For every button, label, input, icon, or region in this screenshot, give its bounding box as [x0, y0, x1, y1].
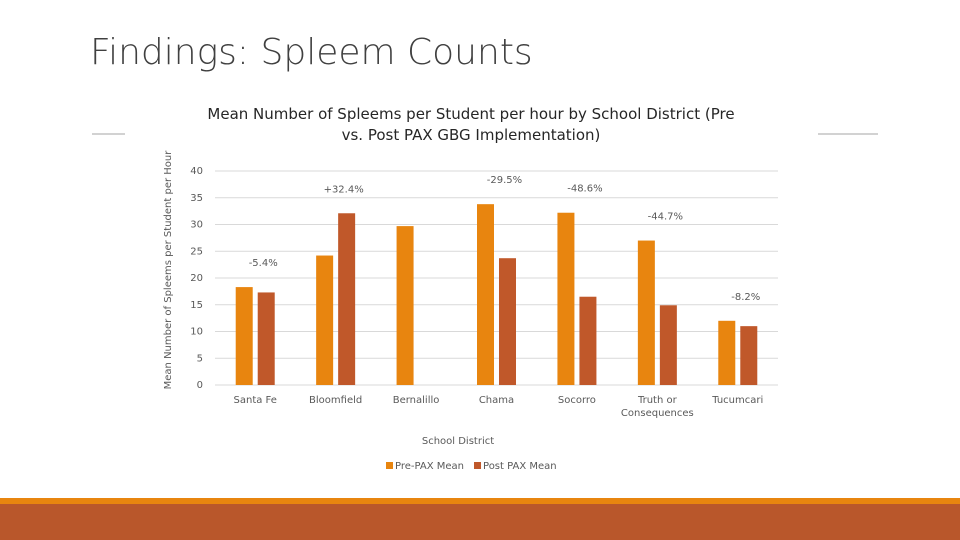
bar — [477, 204, 494, 385]
bar — [338, 213, 356, 385]
legend-swatch — [386, 462, 393, 469]
x-tick-label: Chama — [478, 395, 515, 406]
annotation: -44.7% — [648, 212, 683, 223]
y-tick-label: 25 — [190, 246, 203, 257]
bar — [637, 240, 655, 385]
bar — [235, 287, 253, 385]
y-tick-label: 20 — [190, 273, 203, 284]
bar — [659, 305, 677, 385]
y-axis-title: Mean Number of Spleems per Student per H… — [163, 150, 174, 390]
y-tick-label: 15 — [190, 300, 203, 311]
bar — [499, 258, 516, 385]
bar — [557, 212, 575, 385]
x-axis-title: School District — [422, 436, 494, 447]
legend-label: Post PAX Mean — [483, 461, 557, 472]
y-tick-label: 10 — [190, 327, 203, 338]
bar — [740, 326, 758, 385]
annotation: -29.5% — [487, 175, 522, 186]
slide-title: Findings: Spleem Counts — [90, 32, 533, 73]
x-tick-label: Socorro — [557, 395, 596, 406]
legend-swatch — [474, 462, 482, 469]
y-tick-label: 30 — [190, 220, 203, 231]
x-tick-label: Bernalillo — [392, 395, 440, 406]
chart-title: Mean Number of Spleems per Student per h… — [207, 105, 735, 144]
bar — [257, 292, 275, 385]
y-tick-label: 0 — [197, 380, 203, 391]
bar — [316, 255, 334, 385]
x-tick-label: Bloomfield — [309, 395, 363, 406]
footer-stripe — [0, 498, 960, 504]
x-tick-label: Santa Fe — [233, 395, 277, 406]
bar — [579, 296, 597, 385]
x-tick-label: Tucumcari — [712, 395, 764, 406]
annotation: -48.6% — [567, 184, 602, 195]
x-tick-label: Truth or Consequences — [620, 395, 694, 419]
annotation: -5.4% — [249, 258, 278, 269]
bar — [718, 320, 736, 385]
annotation: -8.2% — [731, 292, 760, 303]
bar — [396, 226, 414, 385]
y-tick-label: 5 — [197, 353, 203, 364]
legend-label: Pre-PAX Mean — [395, 461, 464, 472]
y-tick-label: 40 — [190, 166, 203, 177]
annotation: +32.4% — [324, 184, 364, 195]
y-tick-label: 35 — [190, 193, 203, 204]
footer-band — [0, 504, 960, 540]
